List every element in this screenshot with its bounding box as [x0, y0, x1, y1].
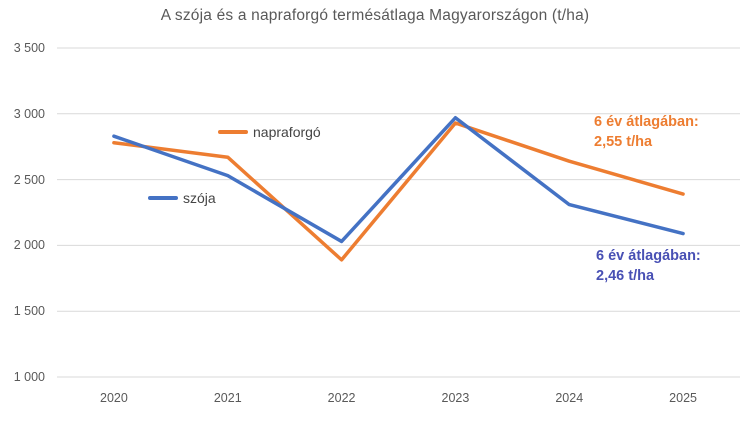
legend-dash-icon	[148, 196, 178, 200]
annotation-line: 6 év átlagában:	[594, 114, 699, 130]
y-tick-label: 1 500	[13, 304, 45, 319]
annotation-line: 6 év átlagában:	[596, 248, 701, 264]
y-tick-label: 3 500	[13, 41, 45, 55]
x-tick-label-2024: 2024	[555, 391, 584, 405]
y-tick-label: 2 500	[13, 172, 45, 187]
x-tick-label-2025: 2025	[669, 391, 697, 405]
average-annotation-szoja: 6 év átlagában: 2,46 t/ha	[596, 246, 701, 286]
average-annotation-napraforgo: 6 év átlagában: 2,55 t/ha	[594, 112, 699, 152]
legend-item-napraforgo: napraforgó	[218, 124, 321, 140]
annotation-line: 2,46 t/ha	[596, 268, 655, 284]
legend-item-szoja: szója	[148, 190, 216, 206]
y-tick-label: 1 000	[13, 370, 45, 384]
y-tick-label: 2 000	[13, 238, 45, 253]
x-tick-label-2023: 2023	[441, 391, 470, 405]
x-tick-label-2022: 2022	[327, 391, 356, 405]
x-tick-label-2020: 2020	[100, 391, 128, 405]
legend-label: napraforgó	[253, 124, 321, 140]
legend-dash-icon	[218, 130, 248, 134]
series-line-napraforgo	[112, 121, 685, 262]
legend-label: szója	[183, 190, 216, 206]
chart-title: A szója és a napraforgó termésátlaga Mag…	[160, 7, 590, 24]
x-tick-label-2021: 2021	[213, 391, 242, 405]
annotation-line: 2,55 t/ha	[594, 134, 653, 150]
series-line-szoja	[112, 115, 685, 244]
y-tick-label: 3 000	[13, 106, 45, 121]
